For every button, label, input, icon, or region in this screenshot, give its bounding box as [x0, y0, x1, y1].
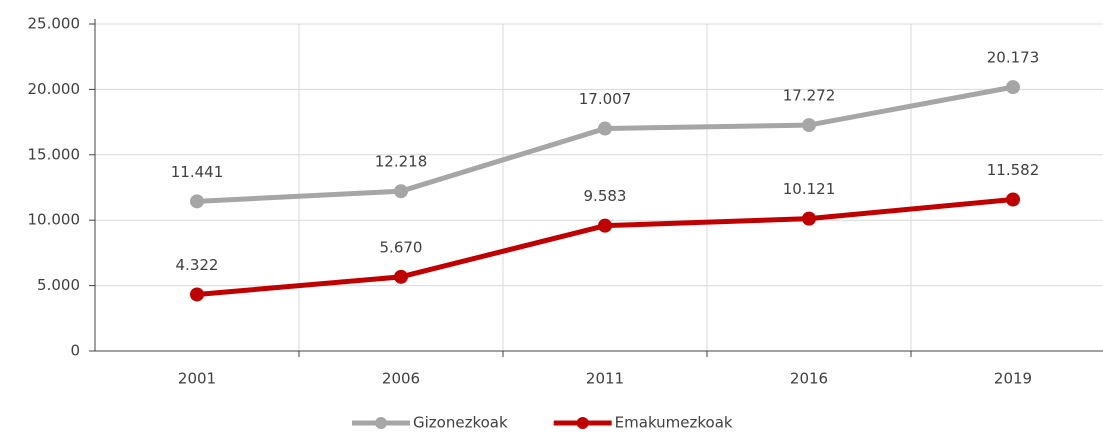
point [802, 118, 816, 133]
data-label: 4.322 [176, 256, 219, 274]
x-tick-label: 2001 [178, 370, 216, 388]
y-tick-label: 5.000 [37, 276, 80, 294]
point [1006, 192, 1020, 207]
data-label: 11.441 [171, 163, 224, 181]
y-tick-label: 15.000 [28, 145, 81, 163]
y-tick-label: 25.000 [28, 15, 81, 33]
point [1006, 80, 1020, 95]
data-label: 10.121 [783, 180, 836, 198]
point [802, 211, 816, 226]
point [394, 269, 408, 284]
data-label: 9.583 [584, 187, 627, 205]
x-tick-label: 2011 [586, 370, 624, 388]
data-label: 11.582 [987, 161, 1040, 179]
x-tick-label: 2016 [790, 370, 828, 388]
point [598, 218, 612, 233]
series-line [196, 197, 1014, 297]
data-label: 17.272 [783, 87, 836, 105]
data-label: 5.670 [380, 238, 423, 256]
point [394, 184, 408, 199]
point [190, 194, 204, 209]
y-tick-label: 20.000 [28, 80, 81, 98]
data-label: 12.218 [375, 153, 428, 171]
legend-label: Emakumezkoak [615, 414, 733, 432]
data-label: 17.007 [579, 90, 632, 108]
x-tick-label: 2006 [382, 370, 420, 388]
y-tick-label: 0 [70, 342, 80, 360]
point [598, 121, 612, 136]
legend-marker [576, 417, 589, 429]
legend-marker [375, 417, 387, 429]
data-label: 20.173 [987, 49, 1040, 67]
legend-label: Gizonezkoak [413, 414, 508, 432]
y-tick-label: 10.000 [28, 211, 81, 229]
x-tick-label: 2019 [994, 370, 1032, 388]
point [190, 287, 204, 302]
